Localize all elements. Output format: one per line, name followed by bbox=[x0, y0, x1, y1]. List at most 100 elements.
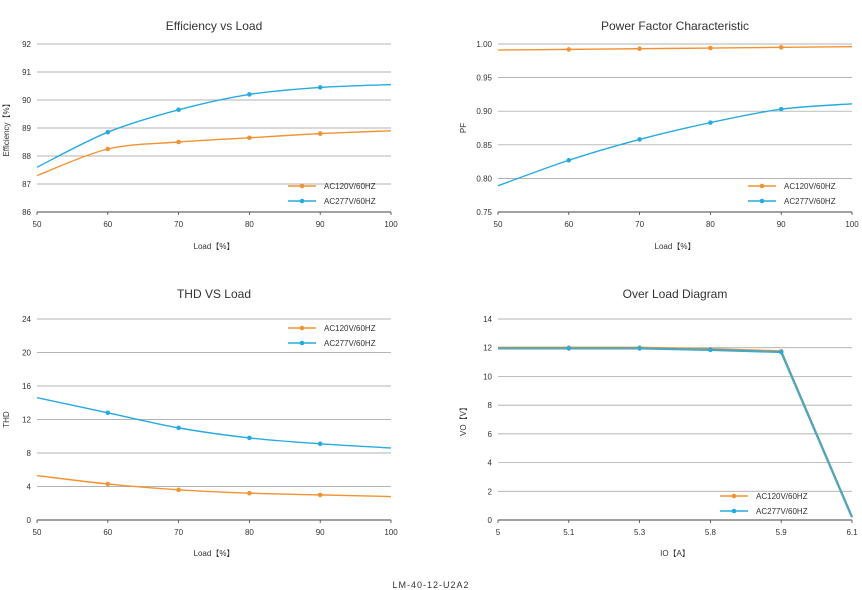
data-point bbox=[176, 139, 181, 145]
x-tick-label: 6.1 bbox=[846, 528, 858, 537]
x-tick-label: 60 bbox=[103, 528, 112, 537]
x-tick-label: 50 bbox=[33, 220, 42, 229]
series-line-1 bbox=[36, 130, 392, 177]
data-point bbox=[247, 490, 252, 496]
y-axis-label: Efficiency【%】 bbox=[2, 99, 11, 156]
over-load-chart: Over Load Diagram 0 2 4 6 8 10 12 14 5 5.1 5.3 5.8 5.… bbox=[459, 287, 858, 558]
y-tick-label: 0.90 bbox=[476, 107, 492, 116]
x-tick-label: 5.8 bbox=[705, 528, 717, 537]
legend-marker bbox=[759, 183, 765, 189]
x-tick-label: 90 bbox=[316, 528, 325, 537]
legend-label: AC277V/60HZ bbox=[784, 197, 836, 206]
legend: AC120V/60HZ AC277V/60HZ bbox=[748, 182, 836, 206]
y-tick-label: 12 bbox=[483, 344, 492, 353]
x-tick-label: 100 bbox=[845, 220, 859, 229]
legend-label: AC120V/60HZ bbox=[784, 182, 836, 191]
data-point bbox=[708, 120, 713, 125]
legend: AC120V/60HZ AC277V/60HZ bbox=[720, 492, 808, 516]
data-point bbox=[317, 131, 323, 136]
thd-chart: THD VS Load 0 4 8 12 16 20 24 50 60 70 80 90 100 Load【… bbox=[2, 287, 398, 558]
data-point bbox=[105, 146, 111, 152]
data-point bbox=[105, 410, 111, 416]
y-axis-label: VO【V】 bbox=[459, 403, 468, 436]
series-line-1 bbox=[497, 45, 853, 51]
legend: AC120V/60HZ AC277V/60HZ bbox=[288, 324, 376, 348]
data-point bbox=[566, 346, 572, 351]
data-point bbox=[317, 492, 323, 498]
x-axis-label: Load【%】 bbox=[655, 242, 696, 251]
x-tick-label: 5.9 bbox=[776, 528, 788, 537]
y-tick-label: 10 bbox=[483, 372, 492, 381]
x-tick-label: 90 bbox=[316, 220, 325, 229]
y-tick-label: 91 bbox=[22, 68, 31, 77]
y-tick-label: 0.80 bbox=[476, 174, 492, 183]
y-tick-label: 8 bbox=[27, 449, 32, 458]
x-tick-label: 70 bbox=[635, 220, 644, 229]
y-tick-label: 4 bbox=[27, 483, 32, 492]
x-tick-label: 80 bbox=[245, 528, 254, 537]
x-tick-label: 80 bbox=[706, 220, 715, 229]
y-tick-label: 92 bbox=[22, 40, 31, 49]
x-tick-label: 60 bbox=[564, 220, 573, 229]
y-tick-label: 14 bbox=[483, 315, 492, 324]
legend-marker bbox=[731, 493, 737, 499]
data-point bbox=[566, 47, 572, 52]
y-axis-label: PF bbox=[459, 123, 468, 133]
y-tick-label: 6 bbox=[488, 430, 493, 439]
legend-marker bbox=[731, 508, 737, 514]
y-tick-label: 24 bbox=[22, 315, 31, 324]
x-tick-label: 5.1 bbox=[563, 528, 575, 537]
data-point bbox=[176, 425, 181, 431]
data-point bbox=[708, 347, 713, 353]
y-tick-label: 87 bbox=[22, 180, 31, 189]
x-tick-label: 50 bbox=[494, 220, 503, 229]
data-point bbox=[317, 441, 323, 447]
series-line-2 bbox=[36, 397, 392, 449]
legend-marker bbox=[299, 198, 305, 204]
legend-marker bbox=[299, 340, 305, 346]
y-tick-label: 16 bbox=[22, 382, 31, 391]
chart-title: THD VS Load bbox=[177, 287, 251, 301]
y-tick-label: 4 bbox=[488, 459, 493, 468]
data-point bbox=[637, 346, 642, 351]
y-tick-label: 86 bbox=[22, 208, 31, 217]
y-tick-label: 20 bbox=[22, 349, 31, 358]
series-line-2 bbox=[36, 83, 392, 168]
legend-label: AC120V/60HZ bbox=[756, 492, 808, 501]
chart-title: Power Factor Characteristic bbox=[601, 19, 749, 33]
legend-label: AC277V/60HZ bbox=[324, 197, 376, 206]
y-tick-label: 90 bbox=[22, 96, 31, 105]
x-axis-label: IO【A】 bbox=[660, 549, 690, 558]
x-tick-label: 5.3 bbox=[634, 528, 646, 537]
chart-title: Efficiency vs Load bbox=[166, 19, 263, 33]
data-point bbox=[176, 487, 181, 493]
x-tick-label: 70 bbox=[174, 528, 183, 537]
x-tick-label: 70 bbox=[174, 220, 183, 229]
series-line-2 bbox=[497, 103, 853, 187]
x-tick-label: 90 bbox=[777, 220, 786, 229]
y-tick-label: 88 bbox=[22, 152, 31, 161]
x-tick-label: 50 bbox=[33, 528, 42, 537]
x-tick-label: 100 bbox=[384, 220, 398, 229]
x-axis-label: Load【%】 bbox=[194, 242, 235, 251]
y-tick-label: 0 bbox=[488, 516, 493, 525]
legend-label: AC277V/60HZ bbox=[756, 507, 808, 516]
y-tick-label: 89 bbox=[22, 124, 31, 133]
legend-marker bbox=[299, 325, 305, 331]
legend-marker bbox=[299, 183, 305, 189]
power-factor-chart: Power Factor Characteristic 0.75 0.80 0.85 0… bbox=[459, 19, 859, 251]
data-point bbox=[176, 107, 181, 113]
data-point bbox=[566, 157, 572, 163]
legend-label: AC120V/60HZ bbox=[324, 324, 376, 333]
x-tick-label: 60 bbox=[103, 220, 112, 229]
data-point bbox=[708, 45, 713, 51]
data-point bbox=[247, 435, 252, 441]
x-tick-label: 100 bbox=[384, 528, 398, 537]
data-point bbox=[778, 349, 784, 355]
x-tick-label: 5 bbox=[496, 528, 501, 537]
y-tick-label: 8 bbox=[488, 401, 493, 410]
legend: AC120V/60HZ AC277V/60HZ bbox=[288, 182, 376, 206]
legend-label: AC277V/60HZ bbox=[324, 339, 376, 348]
data-point bbox=[778, 106, 784, 112]
